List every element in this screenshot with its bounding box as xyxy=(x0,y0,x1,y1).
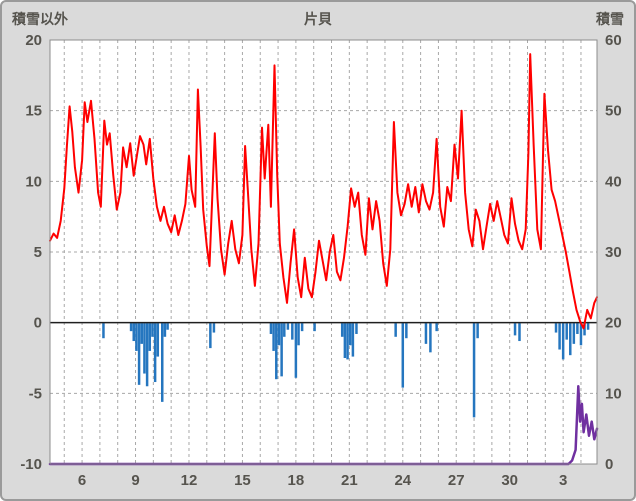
right-axis-title: 積雪 xyxy=(596,11,624,27)
x-axis-tick-label: 21 xyxy=(341,472,358,489)
x-axis-tick-label: 12 xyxy=(181,472,198,489)
left-axis-tick-label: -10 xyxy=(20,456,42,473)
x-axis-tick-label: 9 xyxy=(131,472,139,489)
left-axis-tick-label: 10 xyxy=(25,173,42,190)
chart-title: 片貝 xyxy=(304,11,332,27)
right-axis-tick-label: 50 xyxy=(605,103,622,120)
right-axis-tick-label: 0 xyxy=(605,456,613,473)
x-axis-tick-label: 3 xyxy=(559,472,567,489)
x-axis-tick-label: 27 xyxy=(448,472,465,489)
x-axis-tick-label: 6 xyxy=(78,472,86,489)
left-axis-tick-label: -5 xyxy=(29,385,42,402)
x-axis-tick-label: 15 xyxy=(234,472,251,489)
right-axis-tick-label: 60 xyxy=(605,32,622,49)
x-axis-tick-label: 18 xyxy=(288,472,305,489)
left-axis-tick-label: 20 xyxy=(25,32,42,49)
left-axis-title: 積雪以外 xyxy=(12,11,68,27)
left-axis-tick-label: 15 xyxy=(25,103,42,120)
left-axis-tick-label: 0 xyxy=(34,315,42,332)
snow-depth-line xyxy=(48,385,599,466)
temperature-line xyxy=(49,53,598,330)
right-axis-tick-label: 20 xyxy=(605,315,622,332)
right-axis-tick-label: 30 xyxy=(605,244,622,261)
plot-frame xyxy=(49,39,598,465)
x-axis-tick-label: 30 xyxy=(501,472,518,489)
x-axis-tick-label: 24 xyxy=(394,472,411,489)
right-axis-tick-label: 40 xyxy=(605,173,622,190)
left-axis-tick-label: 5 xyxy=(34,244,42,261)
right-axis-tick-label: 10 xyxy=(605,385,622,402)
